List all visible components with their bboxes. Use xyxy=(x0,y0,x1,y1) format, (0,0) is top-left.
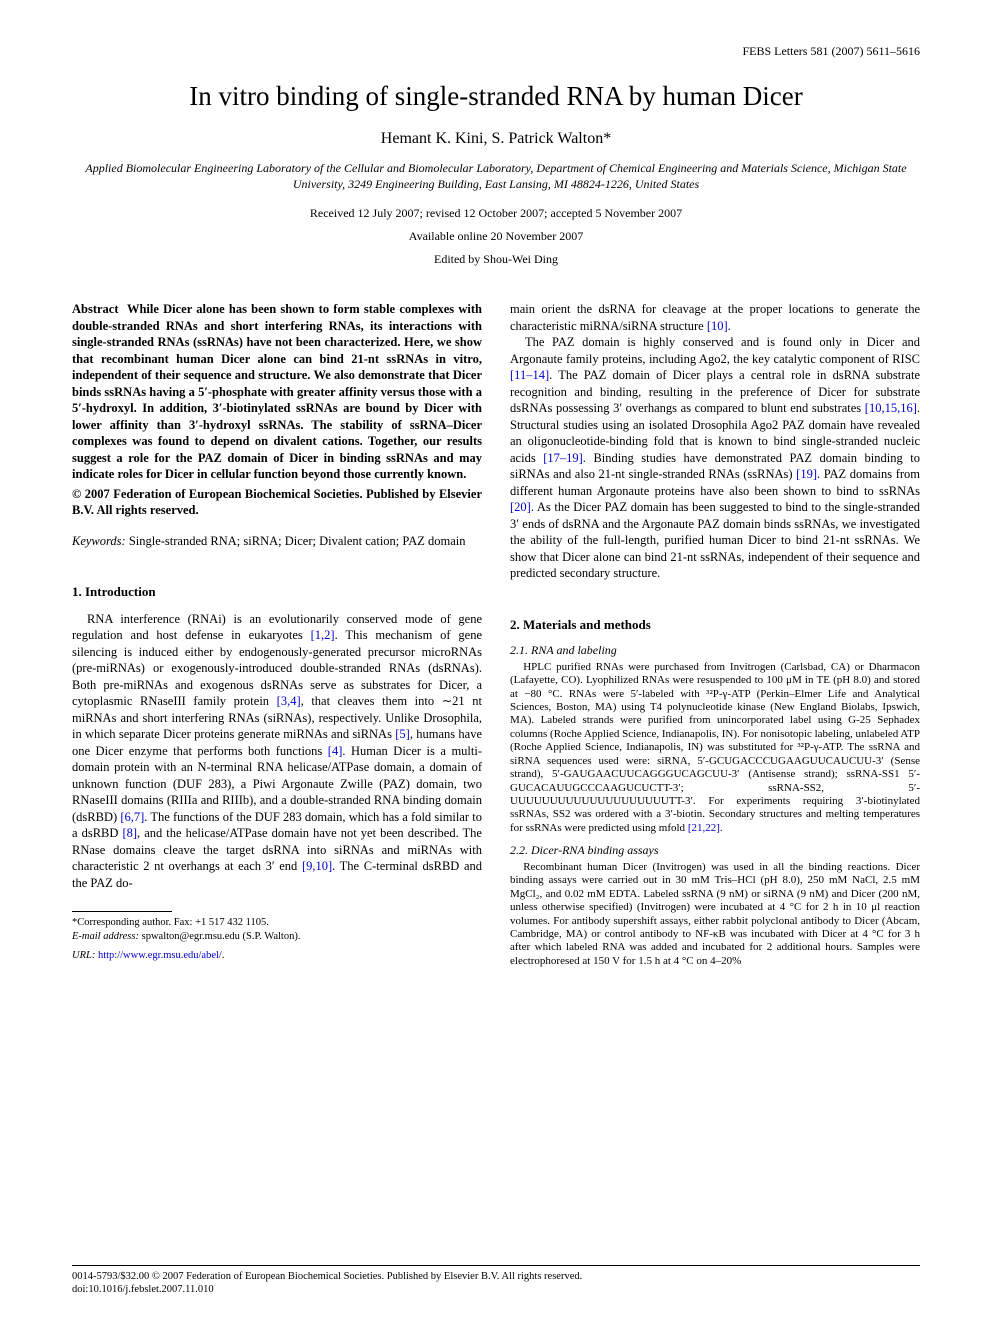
footer-copyright-line: 0014-5793/$32.00 © 2007 Federation of Eu… xyxy=(72,1270,920,1284)
abstract-text: While Dicer alone has been shown to form… xyxy=(72,302,482,481)
intro-paragraph-1: RNA interference (RNAi) is an evolutiona… xyxy=(72,611,482,892)
citation-link[interactable]: [10] xyxy=(707,319,728,333)
footnote-rule xyxy=(72,911,172,912)
corresponding-author-footnote: *Corresponding author. Fax: +1 517 432 1… xyxy=(72,916,482,930)
available-online-date: Available online 20 November 2007 xyxy=(72,229,920,244)
intro-text: . The PAZ domain of Dicer plays a centra… xyxy=(510,368,920,415)
citation-link[interactable]: [3,4] xyxy=(277,694,301,708)
email-label: E-mail address: xyxy=(72,931,139,942)
authors: Hemant K. Kini, S. Patrick Walton* xyxy=(72,130,920,148)
right-column: main orient the dsRNA for cleavage at th… xyxy=(510,301,920,968)
abstract-copyright: © 2007 Federation of European Biochemica… xyxy=(72,486,482,519)
section-1-heading: 1. Introduction xyxy=(72,583,482,600)
abstract-label: Abstract xyxy=(72,302,119,316)
citation-link[interactable]: [9,10] xyxy=(302,859,332,873)
section-2-1-heading: 2.1. RNA and labeling xyxy=(510,643,920,659)
keywords-label: Keywords: xyxy=(72,534,126,548)
keywords-block: Keywords: Single-stranded RNA; siRNA; Di… xyxy=(72,533,482,550)
submission-dates: Received 12 July 2007; revised 12 Octobe… xyxy=(72,206,920,221)
url-label: URL: xyxy=(72,950,95,961)
email-value: spwalton@egr.msu.edu (S.P. Walton). xyxy=(139,931,300,942)
abstract: Abstract While Dicer alone has been show… xyxy=(72,301,482,483)
citation-link[interactable]: [10,15,16] xyxy=(865,401,917,415)
section-2-heading: 2. Materials and methods xyxy=(510,616,920,633)
footer-rule xyxy=(72,1265,920,1266)
page-footer: 0014-5793/$32.00 © 2007 Federation of Eu… xyxy=(72,1265,920,1297)
intro-paragraph-3: The PAZ domain is highly conserved and i… xyxy=(510,334,920,582)
methods-rna-labeling: HPLC purified RNAs were purchased from I… xyxy=(510,661,920,835)
editor-line: Edited by Shou-Wei Ding xyxy=(72,252,920,267)
journal-header: FEBS Letters 581 (2007) 5611–5616 xyxy=(72,44,920,59)
methods-text: . xyxy=(720,822,723,834)
section-2-2-heading: 2.2. Dicer-RNA binding assays xyxy=(510,843,920,859)
citation-link[interactable]: [1,2] xyxy=(311,628,335,642)
citation-link[interactable]: [19] xyxy=(796,467,817,481)
intro-text: . As the Dicer PAZ domain has been sugge… xyxy=(510,500,920,580)
url-footnote: URL: http://www.egr.msu.edu/abel/. xyxy=(72,949,482,963)
affiliation: Applied Biomolecular Engineering Laborat… xyxy=(72,160,920,192)
citation-link[interactable]: [4] xyxy=(328,744,343,758)
citation-link[interactable]: [21,22] xyxy=(688,822,720,834)
intro-text: . xyxy=(728,319,731,333)
left-column: Abstract While Dicer alone has been show… xyxy=(72,301,482,968)
footer-doi-line: doi:10.1016/j.febslet.2007.11.010 xyxy=(72,1283,920,1297)
keywords-list: Single-stranded RNA; siRNA; Dicer; Dival… xyxy=(126,534,466,548)
intro-text: The PAZ domain is highly conserved and i… xyxy=(510,335,920,366)
paper-title: In vitro binding of single-stranded RNA … xyxy=(72,81,920,112)
email-footnote: E-mail address: spwalton@egr.msu.edu (S.… xyxy=(72,930,482,944)
citation-link[interactable]: [11–14] xyxy=(510,368,549,382)
citation-link[interactable]: [17–19] xyxy=(543,451,583,465)
author-url-link[interactable]: http://www.egr.msu.edu/abel/ xyxy=(95,950,221,961)
methods-binding-assays: Recombinant human Dicer (Invitrogen) was… xyxy=(510,861,920,968)
methods-text: HPLC purified RNAs were purchased from I… xyxy=(510,661,920,834)
citation-link[interactable]: [5] xyxy=(395,727,410,741)
citation-link[interactable]: [20] xyxy=(510,500,531,514)
citation-link[interactable]: [6,7] xyxy=(120,810,144,824)
citation-link[interactable]: [8] xyxy=(122,826,137,840)
two-column-body: Abstract While Dicer alone has been show… xyxy=(72,301,920,968)
intro-continuation: main orient the dsRNA for cleavage at th… xyxy=(510,301,920,334)
